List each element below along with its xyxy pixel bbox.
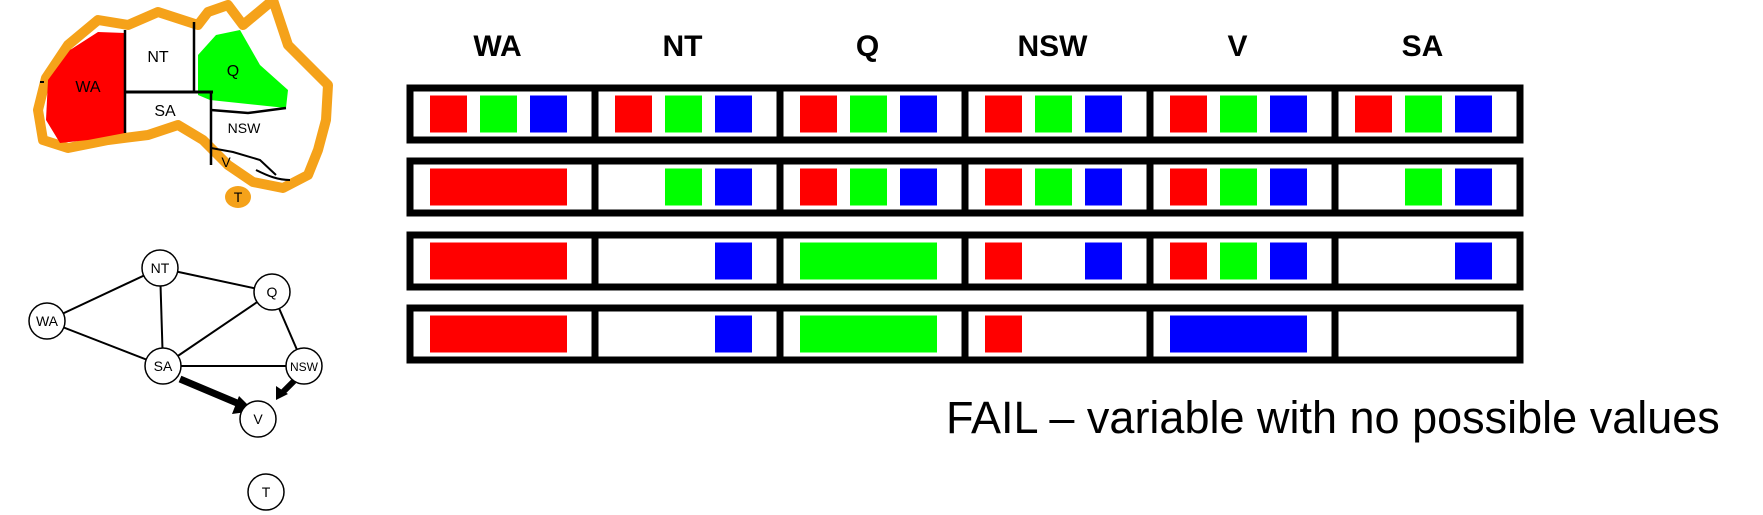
domain-value-sa-green	[1405, 168, 1442, 206]
graph-node-v: V	[239, 400, 277, 438]
graph-node-t: T	[247, 473, 285, 511]
header-nt: NT	[662, 30, 703, 63]
domain-value-nsw-green	[1035, 168, 1072, 206]
domain-value-wa-red	[430, 168, 567, 206]
domain-value-nt-blue	[715, 315, 752, 353]
map-region-t	[225, 186, 251, 208]
domain-value-wa-red	[430, 242, 567, 280]
variable-headers: WA NT Q NSW V SA	[405, 20, 1535, 80]
domain-value-q-red	[800, 168, 837, 206]
domain-value-nsw-blue	[1085, 95, 1122, 133]
domain-value-nsw-red	[985, 95, 1022, 133]
domain-value-wa-red	[430, 95, 467, 133]
domain-value-v-blue	[1170, 315, 1307, 353]
domain-value-sa-red	[1355, 95, 1392, 133]
map-label-sa: SA	[154, 103, 176, 120]
domain-value-nt-blue	[715, 242, 752, 280]
domain-value-v-blue	[1270, 168, 1307, 206]
domain-row-4	[406, 304, 1524, 364]
map-region-wa	[46, 32, 125, 143]
constraint-graph: NT Q WA SA NSW V T	[28, 249, 323, 511]
graph-node-sa: SA	[144, 347, 182, 385]
domain-value-nt-blue	[715, 168, 752, 206]
domain-value-v-blue	[1270, 242, 1307, 280]
domain-value-v-green	[1220, 95, 1257, 133]
australia-map: WA NT Q SA NSW V T	[33, 0, 333, 208]
map-label-v: V	[221, 154, 231, 170]
graph-node-nt: NT	[141, 249, 179, 287]
domain-value-q-red	[800, 95, 837, 133]
node-label-t: T	[262, 484, 271, 500]
domain-value-q-blue	[900, 95, 937, 133]
domain-cell-nt	[591, 304, 784, 364]
domain-value-nsw-blue	[1085, 168, 1122, 206]
domain-value-q-green	[850, 168, 887, 206]
failure-message: FAIL – variable with no possible values	[946, 392, 1720, 443]
domain-value-nsw-blue	[1085, 242, 1122, 280]
node-label-sa: SA	[154, 358, 173, 374]
node-label-q: Q	[267, 284, 278, 300]
domain-cell-sa	[1331, 231, 1524, 291]
domain-cell-sa	[1331, 304, 1524, 364]
domain-value-nsw-red	[985, 168, 1022, 206]
graph-node-nsw: NSW	[285, 347, 323, 385]
domain-value-sa-green	[1405, 95, 1442, 133]
domain-value-wa-red	[430, 315, 567, 353]
domain-value-wa-blue	[530, 95, 567, 133]
domain-value-q-green	[800, 315, 937, 353]
domain-value-v-blue	[1270, 95, 1307, 133]
domain-value-nt-blue	[715, 95, 752, 133]
domain-row-3	[406, 231, 1524, 291]
domain-value-q-green	[850, 95, 887, 133]
domain-value-sa-blue	[1455, 168, 1492, 206]
header-v: V	[1227, 30, 1248, 63]
header-q: Q	[855, 30, 880, 63]
domain-value-nsw-red	[985, 315, 1022, 353]
domain-value-sa-blue	[1455, 242, 1492, 280]
domain-value-v-green	[1220, 242, 1257, 280]
map-label-nt: NT	[147, 49, 169, 66]
domain-value-nt-red	[615, 95, 652, 133]
domain-row-1	[406, 84, 1524, 144]
domain-value-nt-green	[665, 95, 702, 133]
node-label-nsw: NSW	[290, 360, 319, 374]
map-label-t: T	[234, 189, 243, 205]
domain-value-q-green	[800, 242, 937, 280]
domain-value-nsw-green	[1035, 95, 1072, 133]
map-label-wa: WA	[75, 79, 101, 96]
header-wa: WA	[473, 30, 522, 63]
domain-value-wa-green	[480, 95, 517, 133]
domain-row-2	[406, 157, 1524, 217]
node-label-v: V	[253, 411, 263, 427]
domain-value-v-red	[1170, 242, 1207, 280]
domain-value-sa-blue	[1455, 95, 1492, 133]
domain-value-nt-green	[665, 168, 702, 206]
domain-value-q-blue	[900, 168, 937, 206]
arc-nsw-v	[276, 378, 297, 400]
node-label-wa: WA	[36, 313, 59, 329]
map-label-q: Q	[227, 63, 239, 80]
map-region-q	[198, 30, 288, 108]
header-nsw: NSW	[1017, 30, 1088, 63]
graph-node-wa: WA	[28, 302, 66, 340]
domain-value-v-red	[1170, 95, 1207, 133]
node-label-nt: NT	[151, 260, 170, 276]
domain-value-v-green	[1220, 168, 1257, 206]
domain-value-nsw-red	[985, 242, 1022, 280]
header-sa: SA	[1401, 30, 1444, 63]
domain-cell-nt	[591, 231, 784, 291]
graph-node-q: Q	[253, 273, 291, 311]
map-label-nsw: NSW	[228, 120, 261, 136]
domain-value-v-red	[1170, 168, 1207, 206]
